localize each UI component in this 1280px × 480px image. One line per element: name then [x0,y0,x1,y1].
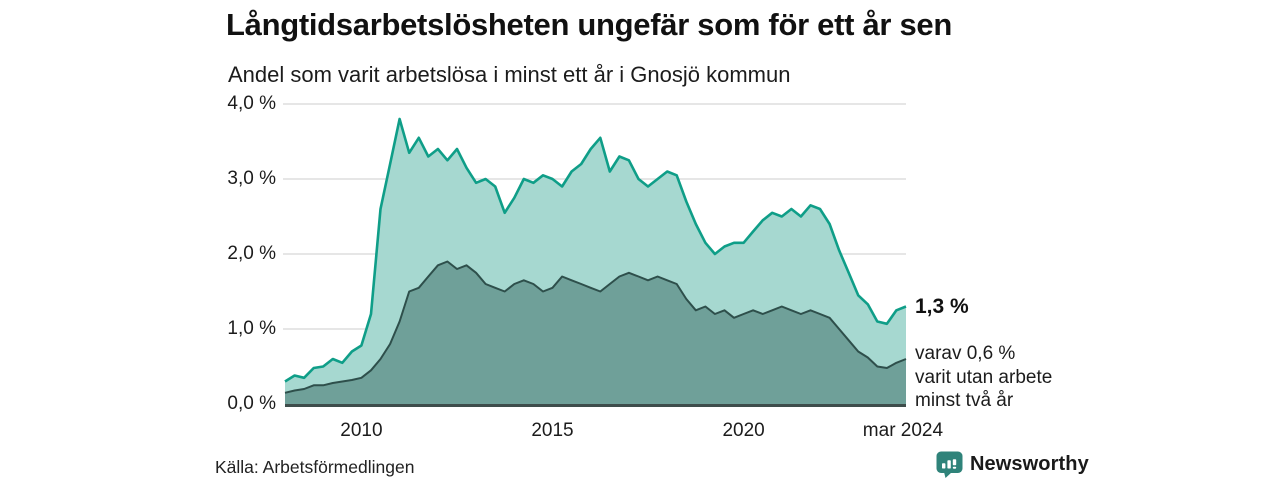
y-axis-tick-label: 4,0 % [227,93,276,114]
end-note-line: varit utan arbete [915,366,1053,388]
end-note-line: minst två år [915,390,1014,411]
series-line [284,117,907,383]
end-note-line: varav 0,6 % [915,343,1016,364]
y-axis-tick-label: 3,0 % [227,168,276,189]
x-axis-tick-label: mar 2024 [862,420,944,441]
y-axis-tick-label: 1,0 % [227,318,276,339]
bar-chart-speech-bubble-icon [936,451,963,478]
end-value-note: varav 0,6 % varit utan arbete minst två … [915,342,1052,413]
y-axis-tick-label: 0,0 % [227,393,276,414]
end-value-label: 1,3 % [915,294,969,318]
brand-logo: Newsworthy [936,451,1089,478]
x-axis-tick-label: 2010 [340,420,383,441]
chart-subtitle: Andel som varit arbetslösa i minst ett å… [228,62,791,87]
series-line [284,260,907,394]
y-axis-tick-label: 2,0 % [227,243,276,264]
source-credit: Källa: Arbetsförmedlingen [215,457,415,477]
series-area [285,261,906,404]
x-axis-tick-label: 2015 [531,420,574,441]
x-axis-tick-label: 2020 [722,420,765,441]
chart-title: Långtidsarbetslösheten ungefär som för e… [226,7,953,42]
brand-name: Newsworthy [970,453,1089,475]
